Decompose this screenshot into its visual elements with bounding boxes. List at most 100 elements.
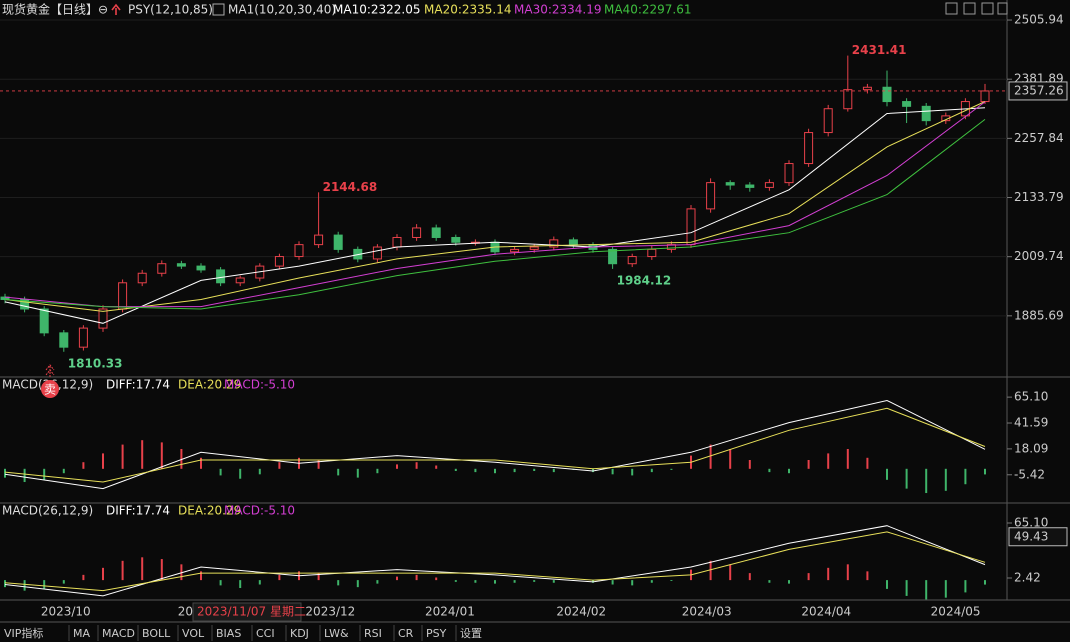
candle-body <box>647 248 657 258</box>
candle-body <box>882 86 892 103</box>
legend-entry: MA20:2335.14 <box>424 3 512 17</box>
signal-arrow <box>45 364 55 378</box>
extreme-label: 1810.33 <box>68 356 123 370</box>
candle-body <box>314 234 324 246</box>
indicator-line <box>4 101 986 308</box>
extreme-label: 2431.41 <box>852 43 907 57</box>
candle-body <box>510 248 520 253</box>
indicator-tab[interactable]: BOLL <box>142 627 171 640</box>
indicator-line <box>4 525 986 597</box>
candle-body <box>216 269 226 284</box>
candle-body <box>372 246 382 260</box>
indicator-tab[interactable]: PSY <box>426 627 447 640</box>
legend-entry: DEA:20.29 <box>178 378 241 392</box>
y-tick-label: 2505.94 <box>1014 13 1064 27</box>
candle-body <box>451 236 461 243</box>
x-tick-label: 2024/03 <box>682 605 732 619</box>
signal-text: 卖 <box>44 383 56 397</box>
chart-title: 现货黄金【日线】 <box>2 2 98 17</box>
legend-entry: MACD:-5.10 <box>224 504 295 518</box>
candle-body <box>274 256 284 267</box>
indicator-tab[interactable]: BIAS <box>216 627 241 640</box>
candle-body <box>843 89 853 110</box>
indicator-tab[interactable]: MACD <box>102 627 135 640</box>
x-tick-label: 2023/12 <box>305 605 355 619</box>
candle-body <box>764 182 774 188</box>
candle-body <box>862 86 872 91</box>
indicator-tab[interactable]: 设置 <box>460 627 482 640</box>
candle-body <box>0 296 10 300</box>
extreme-label: 2144.68 <box>323 180 378 194</box>
candle-body <box>157 263 167 274</box>
y-tick-label: 2257.84 <box>1014 131 1064 145</box>
legend-entry: DIFF:17.74 <box>106 504 170 518</box>
legend-entry: DIFF:17.74 <box>106 378 170 392</box>
candle-body <box>98 308 108 329</box>
x-tick-label: 2023/10 <box>41 605 91 619</box>
y-tick-label: -5.42 <box>1014 467 1045 481</box>
candle-body <box>804 132 814 165</box>
indicator-label: PSY(12,10,85) <box>128 3 213 17</box>
y-tick-label: 2.42 <box>1014 570 1041 584</box>
candle-body <box>235 277 245 284</box>
window-controls[interactable] <box>945 2 1008 15</box>
candle-body <box>431 227 441 238</box>
candle-body <box>333 234 343 250</box>
cursor-box <box>192 602 302 622</box>
candle-body <box>549 239 559 248</box>
indicator-name: MACD(26,12,9) <box>2 504 93 518</box>
indicator-tab[interactable]: RSI <box>364 627 382 640</box>
y-tick-label: 65.10 <box>1014 516 1048 530</box>
candle-body <box>686 208 696 246</box>
candle-body <box>823 108 833 134</box>
last-price-box <box>1008 81 1068 101</box>
candle-body <box>608 248 618 265</box>
x-tick-label: 2024/01 <box>425 605 475 619</box>
y-tick-label: 65.10 <box>1014 390 1048 404</box>
indicator-line <box>4 101 986 312</box>
candle-body <box>921 105 931 122</box>
indicator-line <box>4 399 986 490</box>
candle-body <box>392 236 402 248</box>
last-price-label: 2357.26 <box>1014 83 1064 97</box>
candle-body <box>118 282 128 310</box>
indicator-tab[interactable]: CR <box>398 627 414 640</box>
ma-icon <box>212 3 225 16</box>
indicator-tab[interactable]: VIP指标 <box>4 626 43 640</box>
y-tick-label: 2009.74 <box>1014 249 1064 263</box>
indicator-tab[interactable]: CCI <box>256 627 275 640</box>
indicator-line <box>4 531 986 592</box>
legend-entry: MA30:2334.19 <box>514 3 602 17</box>
indicator-tab[interactable]: LW& <box>324 627 349 640</box>
candle-body <box>412 227 422 238</box>
legend-entry: MA40:2297.61 <box>604 3 692 17</box>
candle-body <box>745 184 755 188</box>
indicator-label: MA1(10,20,30,40) <box>228 3 336 17</box>
legend-entry: MA10:2322.05 <box>333 3 421 17</box>
candle-body <box>137 272 147 284</box>
legend-entry: DEA:20.29 <box>178 504 241 518</box>
indicator-line <box>4 119 986 310</box>
value-label: 49.43 <box>1014 529 1048 543</box>
indicator-tab[interactable]: MA <box>73 627 90 640</box>
indicator-tab[interactable]: KDJ <box>290 627 309 640</box>
y-tick-label: 1885.69 <box>1014 308 1064 322</box>
candle-body <box>294 244 304 258</box>
cursor-date: 2023/11/07 星期二 <box>197 605 306 619</box>
candle-body <box>59 332 69 348</box>
candle-body <box>39 308 49 334</box>
collapse-icon[interactable]: ⊖ <box>98 3 108 17</box>
indicator-tab[interactable]: VOL <box>182 627 205 640</box>
x-tick-label: 2024/02 <box>556 605 606 619</box>
candle-body <box>627 256 637 265</box>
candle-body <box>725 182 735 186</box>
indicator-line <box>4 407 986 483</box>
candle-body <box>196 265 206 271</box>
y-tick-label: 2133.79 <box>1014 190 1064 204</box>
candle-body <box>980 90 990 103</box>
candle-body <box>529 246 539 250</box>
candle-body <box>706 182 716 210</box>
indicator-icon <box>111 3 121 15</box>
